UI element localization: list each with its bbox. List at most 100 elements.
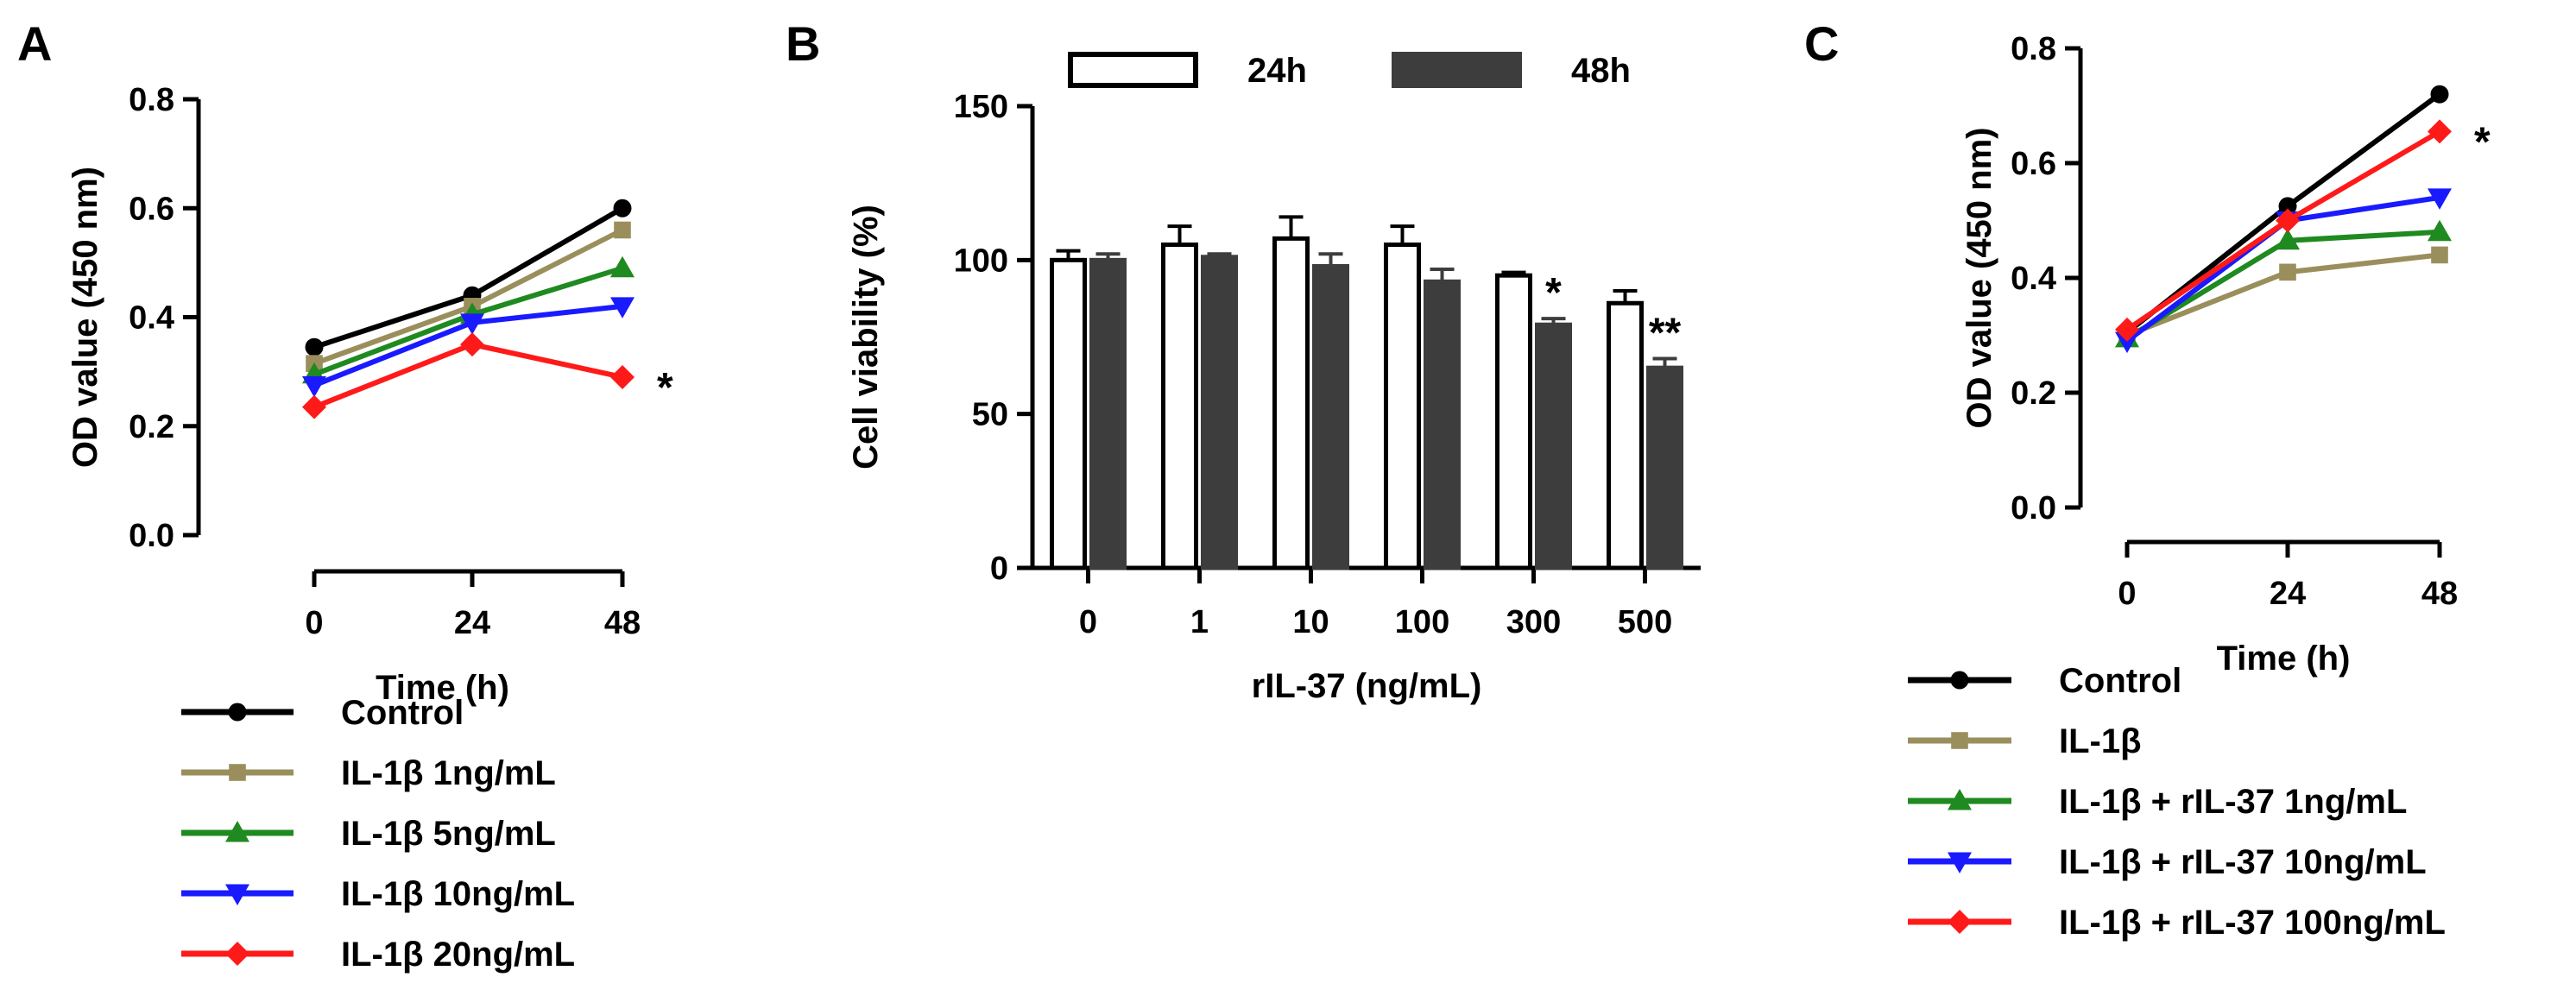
y-tick-label: 150 — [954, 89, 1008, 125]
data-point-2-2 — [2428, 219, 2452, 242]
data-point-0-2 — [613, 199, 632, 217]
data-point-1-2 — [2431, 246, 2448, 264]
legend-label-2: IL-1β 5ng/mL — [341, 815, 556, 853]
legend-label-2: IL-1β + rIL-37 1ng/mL — [2059, 783, 2407, 821]
data-point-3-1 — [460, 313, 484, 335]
legend-marker-4 — [225, 942, 249, 966]
x-tick-label: 300 — [1506, 604, 1561, 640]
legend-marker-2 — [225, 821, 249, 842]
series-line-4 — [2125, 129, 2441, 332]
panel-b: B 0 50 100 150 Cell viability (%) 0 1 10 100 300 5… — [786, 16, 1701, 705]
x-tick-label: 100 — [1395, 604, 1449, 640]
data-point-4-1 — [2276, 208, 2300, 233]
panel-label-a: A — [17, 16, 52, 71]
y-tick-label: 0.4 — [2011, 261, 2056, 297]
bar-1-1 — [1201, 255, 1238, 570]
legend-label-0: Control — [2059, 662, 2181, 700]
data-point-0-0 — [305, 337, 324, 356]
x-tick-label: 1 — [1190, 604, 1209, 640]
bar-0-4 — [1495, 273, 1532, 570]
legend-marker-1 — [229, 764, 246, 781]
x-tick-label: 0 — [1079, 604, 1097, 640]
legend-label-0: Control — [341, 694, 464, 732]
x-tick-label: 500 — [1618, 604, 1672, 640]
data-point-4-2 — [2428, 119, 2452, 144]
bar-0-2 — [1272, 236, 1310, 570]
panel-label-c: C — [1804, 16, 1839, 71]
x-tick-label: 24 — [2270, 576, 2306, 612]
y-tick-label: 0.8 — [2011, 31, 2056, 67]
bar-0-0 — [1050, 257, 1087, 570]
data-point-1-1 — [2279, 263, 2296, 281]
series-line-4 — [313, 341, 623, 410]
bar-1-2 — [1312, 263, 1349, 570]
data-point-4-2 — [610, 364, 635, 389]
y-tick-label: 50 — [972, 397, 1008, 433]
x-axis-title: Time (h) — [2217, 640, 2351, 678]
legend-marker-3 — [1948, 852, 1972, 873]
bar-1-0 — [1089, 257, 1127, 570]
legend-marker-4 — [1948, 910, 1972, 934]
data-point-1-2 — [614, 221, 631, 239]
x-tick-label: 10 — [1292, 604, 1329, 640]
y-tick-label: 0.6 — [129, 191, 174, 227]
y-tick-label: 0 — [990, 551, 1008, 587]
x-tick-label: 0 — [305, 605, 323, 641]
y-tick-label: 0.8 — [129, 82, 174, 118]
legend-label-1: 48h — [1571, 52, 1631, 90]
legend-label-3: IL-1β + rIL-37 10ng/mL — [2059, 843, 2427, 881]
legend-marker-3 — [225, 884, 249, 905]
legend-swatch-1 — [1392, 52, 1522, 88]
data-point-3-2 — [610, 297, 635, 318]
bar-0-5 — [1607, 300, 1644, 570]
y-tick-label: 0.0 — [2011, 490, 2056, 526]
panel-a: A 0.0 0.2 0.4 0.6 0.8 OD value (450 nm) 0 24 48 T… — [17, 16, 673, 974]
y-tick-label: 0.4 — [129, 300, 174, 337]
data-point-0-2 — [2430, 85, 2449, 104]
significance-marker: * — [1545, 270, 1562, 316]
y-axis-title: OD value (450 nm) — [66, 167, 104, 468]
y-axis-title: Cell viability (%) — [847, 205, 885, 470]
x-tick-label: 48 — [604, 605, 641, 641]
legend-label-4: IL-1β 20ng/mL — [341, 936, 575, 974]
y-tick-label: 0.2 — [129, 409, 174, 445]
legend-marker-2 — [1948, 789, 1972, 810]
bar-1-3 — [1424, 279, 1461, 570]
x-axis-title: rIL-37 (ng/mL) — [1252, 667, 1482, 705]
data-point-4-0 — [2115, 317, 2139, 342]
significance-marker: ** — [1649, 310, 1682, 356]
bar-0-1 — [1161, 243, 1198, 570]
bar-1-5 — [1646, 365, 1683, 570]
legend-marker-1 — [1951, 732, 1968, 749]
legend-swatch-0 — [1068, 52, 1198, 88]
data-point-3-0 — [302, 375, 326, 398]
bar-0-3 — [1384, 243, 1421, 570]
bar-1-4 — [1535, 322, 1572, 570]
legend-label-4: IL-1β + rIL-37 100ng/mL — [2059, 904, 2446, 942]
data-point-0-1 — [2278, 197, 2297, 216]
data-point-2-2 — [610, 255, 635, 278]
x-tick-label: 0 — [2118, 576, 2136, 612]
data-point-3-2 — [2428, 188, 2452, 210]
data-point-4-1 — [460, 332, 484, 357]
y-axis-title: OD value (450 nm) — [1960, 127, 1998, 428]
data-point-2-1 — [2276, 228, 2300, 250]
significance-marker: * — [657, 365, 673, 411]
legend-label-1: IL-1β 1ng/mL — [341, 754, 556, 792]
legend-marker-0 — [228, 703, 247, 722]
y-tick-label: 100 — [954, 243, 1008, 279]
legend-marker-0 — [1950, 671, 1969, 690]
panel-c: C 0.0 0.2 0.4 0.6 0.8 OD value (450 nm) 0 24 48 T… — [1804, 16, 2491, 942]
legend-label-1: IL-1β — [2059, 722, 2142, 760]
y-tick-label: 0.2 — [2011, 375, 2056, 412]
x-tick-label: 24 — [454, 605, 490, 641]
panel-label-b: B — [786, 16, 820, 71]
x-axis-title: Time (h) — [376, 669, 509, 707]
data-point-4-0 — [302, 394, 326, 419]
legend-label-3: IL-1β 10ng/mL — [341, 875, 575, 913]
x-tick-label: 48 — [2421, 576, 2458, 612]
y-tick-label: 0.0 — [129, 518, 174, 554]
legend-label-0: 24h — [1247, 52, 1307, 90]
significance-marker: * — [2474, 119, 2491, 165]
